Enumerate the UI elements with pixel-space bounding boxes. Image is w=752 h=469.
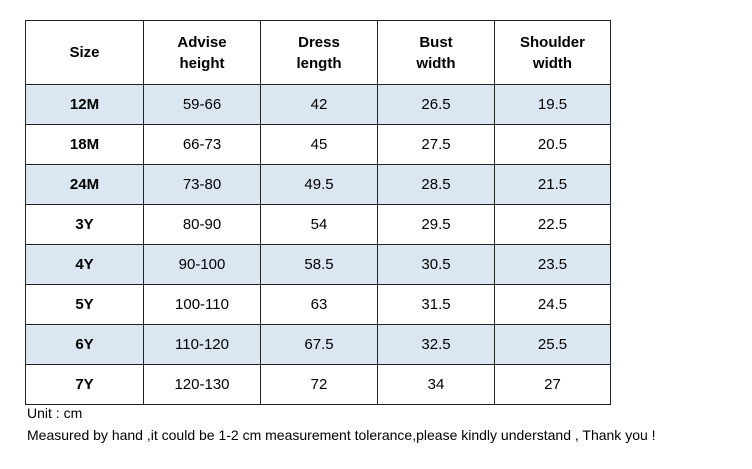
- table-cell: 63: [260, 284, 378, 325]
- table-row: 6Y 110-120 67.5 32.5 25.5: [25, 324, 611, 365]
- table-cell: 32.5: [377, 324, 495, 365]
- table-row: 5Y 100-110 63 31.5 24.5: [25, 284, 611, 325]
- header-text: Advise: [177, 33, 227, 51]
- header-cell: Bust width: [377, 20, 495, 85]
- header-text: length: [296, 54, 342, 72]
- header-cell: Shoulder width: [494, 20, 611, 85]
- table-cell: 20.5: [494, 124, 611, 165]
- table-cell: 19.5: [494, 84, 611, 125]
- header-text: height: [179, 54, 225, 72]
- table-cell: 31.5: [377, 284, 495, 325]
- table-cell: 110-120: [143, 324, 261, 365]
- header-text: Shoulder: [519, 33, 585, 51]
- table-cell: 100-110: [143, 284, 261, 325]
- header-row: Size Advise height Dress length Bust width Shou…: [25, 20, 611, 85]
- table-cell: 25.5: [494, 324, 611, 365]
- table-cell: 7Y: [25, 364, 144, 405]
- table-cell: 4Y: [25, 244, 144, 285]
- tolerance-note: Measured by hand ,it could be 1-2 cm mea…: [27, 427, 656, 443]
- table-cell: 42: [260, 84, 378, 125]
- table-cell: 49.5: [260, 164, 378, 205]
- table-cell: 24.5: [494, 284, 611, 325]
- table-cell: 18M: [25, 124, 144, 165]
- table-cell: 23.5: [494, 244, 611, 285]
- table-row: 12M 59-66 42 26.5 19.5: [25, 84, 611, 125]
- header-text: Dress: [298, 33, 340, 51]
- table-cell: 27.5: [377, 124, 495, 165]
- header-text: width: [416, 54, 456, 72]
- header-cell: Dress length: [260, 20, 378, 85]
- header-text: Size: [69, 44, 100, 61]
- table-row: 3Y 80-90 54 29.5 22.5: [25, 204, 611, 245]
- table-cell: 26.5: [377, 84, 495, 125]
- table-cell: 66-73: [143, 124, 261, 165]
- table-cell: 58.5: [260, 244, 378, 285]
- table-cell: 45: [260, 124, 378, 165]
- table-cell: 22.5: [494, 204, 611, 245]
- header-text: Bust: [419, 33, 453, 51]
- table-cell: 54: [260, 204, 378, 245]
- table-row: 24M 73-80 49.5 28.5 21.5: [25, 164, 611, 205]
- table-cell: 12M: [25, 84, 144, 125]
- unit-note: Unit : cm: [27, 405, 83, 421]
- table-cell: 27: [494, 364, 611, 405]
- table-cell: 80-90: [143, 204, 261, 245]
- table-cell: 34: [377, 364, 495, 405]
- table-cell: 30.5: [377, 244, 495, 285]
- table-cell: 59-66: [143, 84, 261, 125]
- table-cell: 24M: [25, 164, 144, 205]
- header-text: width: [532, 54, 573, 72]
- table-cell: 28.5: [377, 164, 495, 205]
- table-cell: 6Y: [25, 324, 144, 365]
- table-cell: 73-80: [143, 164, 261, 205]
- header-cell: Size: [25, 20, 144, 85]
- table-row: 7Y 120-130 72 34 27: [25, 364, 611, 405]
- size-table: Size Advise height Dress length Bust width Shou…: [25, 20, 611, 405]
- header-cell: Advise height: [143, 20, 261, 85]
- table-cell: 120-130: [143, 364, 261, 405]
- table-cell: 90-100: [143, 244, 261, 285]
- table-row: 18M 66-73 45 27.5 20.5: [25, 124, 611, 165]
- table-row: 4Y 90-100 58.5 30.5 23.5: [25, 244, 611, 285]
- table-cell: 72: [260, 364, 378, 405]
- table-cell: 3Y: [25, 204, 144, 245]
- table-cell: 5Y: [25, 284, 144, 325]
- table-cell: 29.5: [377, 204, 495, 245]
- table-cell: 21.5: [494, 164, 611, 205]
- table-cell: 67.5: [260, 324, 378, 365]
